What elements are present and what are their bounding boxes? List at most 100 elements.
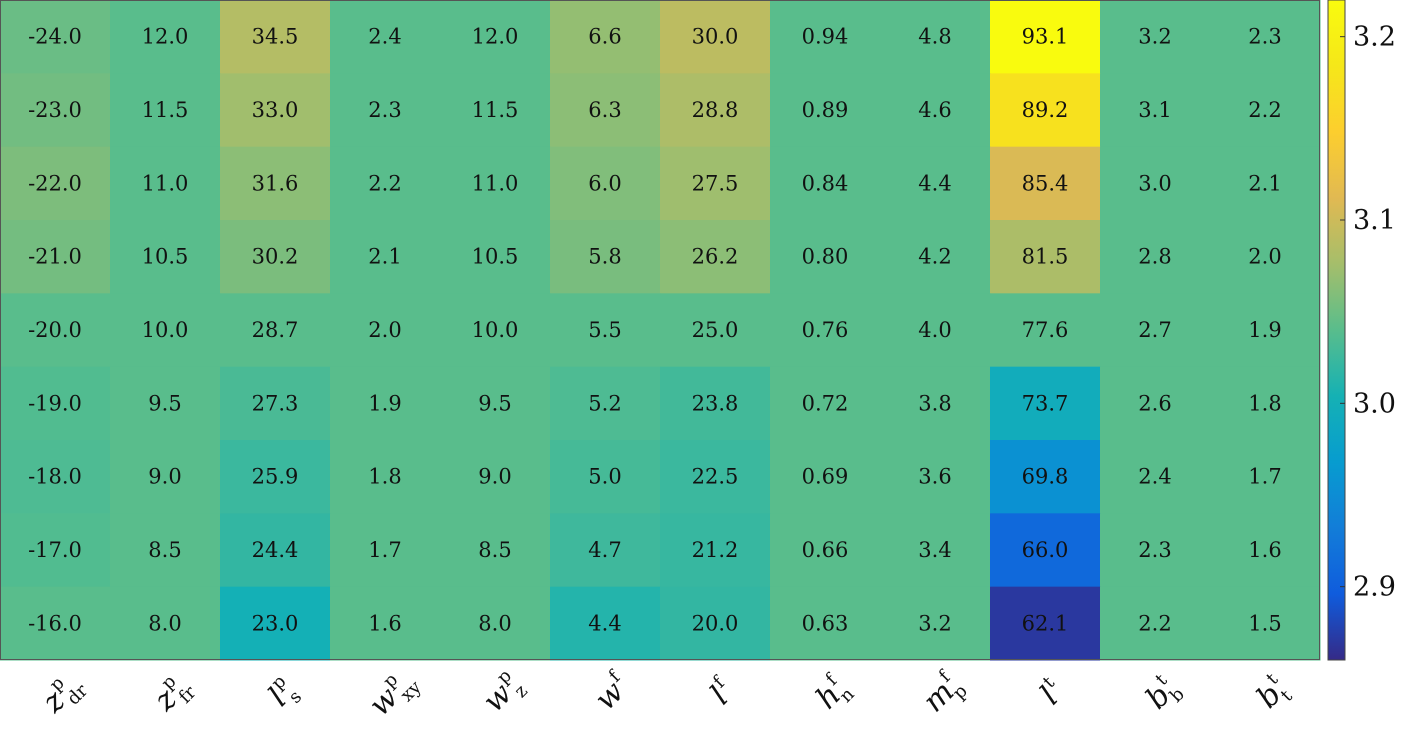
heatmap-cell (440, 366, 551, 441)
heatmap-cell (330, 73, 441, 148)
heatmap-cell (770, 293, 881, 368)
heatmap-cell (110, 586, 221, 661)
x-tick-labels: zpdr zpfr lps wpxy wpz wf lf hfn mfp lt btb btt (35, 661, 1297, 727)
heatmap-cell (110, 146, 221, 221)
heatmap-cell (660, 146, 771, 221)
cell-value-label: 2.7 (1138, 318, 1171, 342)
cell-value-label: 9.0 (478, 465, 511, 489)
cell-value-label: 30.2 (252, 245, 299, 269)
heatmap-cell (440, 73, 551, 148)
cell-value-label: -17.0 (28, 538, 82, 562)
heatmap-cell (770, 73, 881, 148)
heatmap-cell (0, 293, 111, 368)
heatmap-cell (330, 146, 441, 221)
heatmap-cell (1100, 586, 1211, 661)
heatmap-cell (330, 440, 441, 514)
cell-value-label: 0.66 (802, 538, 849, 562)
heatmap-cell (110, 440, 221, 514)
cell-value-label: 1.7 (368, 538, 401, 562)
heatmap-cell (990, 146, 1101, 221)
cell-value-label: 9.5 (148, 391, 181, 415)
cell-value-label: 1.9 (1248, 318, 1281, 342)
cell-value-label: 3.8 (918, 391, 951, 415)
cell-value-label: 1.9 (368, 391, 401, 415)
cell-value-label: 3.2 (918, 611, 951, 635)
colorbar-tick-label: 3.2 (1353, 22, 1396, 53)
x-tick-label: mfp (914, 665, 972, 723)
heatmap-cell (990, 220, 1101, 294)
cell-value-label: 0.76 (802, 318, 849, 342)
heatmap-cell (1210, 513, 1321, 588)
cell-value-label: 5.0 (588, 465, 621, 489)
cell-value-label: 11.0 (142, 171, 189, 195)
cell-value-label: 9.0 (148, 465, 181, 489)
cell-value-label: 2.4 (368, 25, 401, 49)
cell-value-label: 30.0 (692, 25, 739, 49)
x-tick-label: zpfr (145, 666, 201, 722)
cell-value-label: 10.5 (472, 245, 519, 269)
heatmap-cell (770, 146, 881, 221)
heatmap-cell (660, 220, 771, 294)
heatmap-cell (220, 220, 331, 294)
heatmap-cell (1100, 513, 1211, 588)
heatmap-cell (550, 440, 661, 514)
heatmap-cell (1100, 220, 1211, 294)
cell-value-label: 27.5 (692, 171, 739, 195)
cell-value-label: 33.0 (252, 98, 299, 122)
cell-value-label: 2.6 (1138, 391, 1171, 415)
heatmap-cell (330, 513, 441, 588)
heatmap-cell (880, 146, 991, 221)
cell-value-label: 2.2 (1138, 611, 1171, 635)
cell-value-label: 11.0 (472, 171, 519, 195)
heatmap-cell (330, 366, 441, 441)
heatmap-cell (880, 220, 991, 294)
heatmap-cell (1100, 366, 1211, 441)
heatmap-cell (990, 366, 1101, 441)
heatmap-cell (0, 366, 111, 441)
cell-value-label: 8.5 (148, 538, 181, 562)
cell-value-label: 0.72 (802, 391, 849, 415)
cell-value-label: 2.1 (368, 245, 401, 269)
x-tick-label: lf (702, 672, 742, 712)
cell-value-label: 9.5 (478, 391, 511, 415)
heatmap-cell (110, 513, 221, 588)
heatmap-cell (330, 0, 441, 74)
heatmap-cell (110, 293, 221, 368)
cell-value-label: 1.8 (368, 465, 401, 489)
cell-value-label: 11.5 (142, 98, 189, 122)
heatmap-cell (1210, 586, 1321, 661)
heatmap-cell (440, 293, 551, 368)
x-tick-label: wpxy (360, 661, 426, 727)
cell-value-label: 31.6 (252, 171, 299, 195)
heatmap-cell (660, 366, 771, 441)
heatmap-cell (440, 513, 551, 588)
heatmap-cell (440, 440, 551, 514)
cell-value-label: 4.4 (918, 171, 951, 195)
heatmap-cell (1210, 220, 1321, 294)
heatmap-cell (330, 586, 441, 661)
heatmap-cell (0, 586, 111, 661)
heatmap-cell (770, 513, 881, 588)
cell-value-label: 93.1 (1022, 25, 1069, 49)
heatmap-cell (1210, 440, 1321, 514)
cell-value-label: 85.4 (1022, 171, 1069, 195)
x-tick-label: lps (260, 671, 306, 717)
cell-value-label: 89.2 (1022, 98, 1069, 122)
heatmap-cell (0, 146, 111, 221)
cell-value-label: 4.6 (918, 98, 951, 122)
heatmap-cell (0, 440, 111, 514)
cell-value-label: 12.0 (472, 25, 519, 49)
cell-value-label: 5.5 (588, 318, 621, 342)
cell-value-label: 8.0 (478, 611, 511, 635)
cell-value-label: 3.2 (1138, 25, 1171, 49)
heatmap-cell (440, 146, 551, 221)
heatmap-cell (1100, 0, 1211, 74)
cell-value-label: 2.3 (368, 98, 401, 122)
cell-value-label: 24.4 (252, 538, 299, 562)
plot-frame (0, 0, 1320, 660)
cell-value-label: 23.8 (692, 391, 739, 415)
heatmap-cell (770, 220, 881, 294)
heatmap-cell (990, 586, 1101, 661)
cell-value-label: 1.6 (1248, 538, 1281, 562)
cell-value-label: 28.7 (252, 318, 299, 342)
